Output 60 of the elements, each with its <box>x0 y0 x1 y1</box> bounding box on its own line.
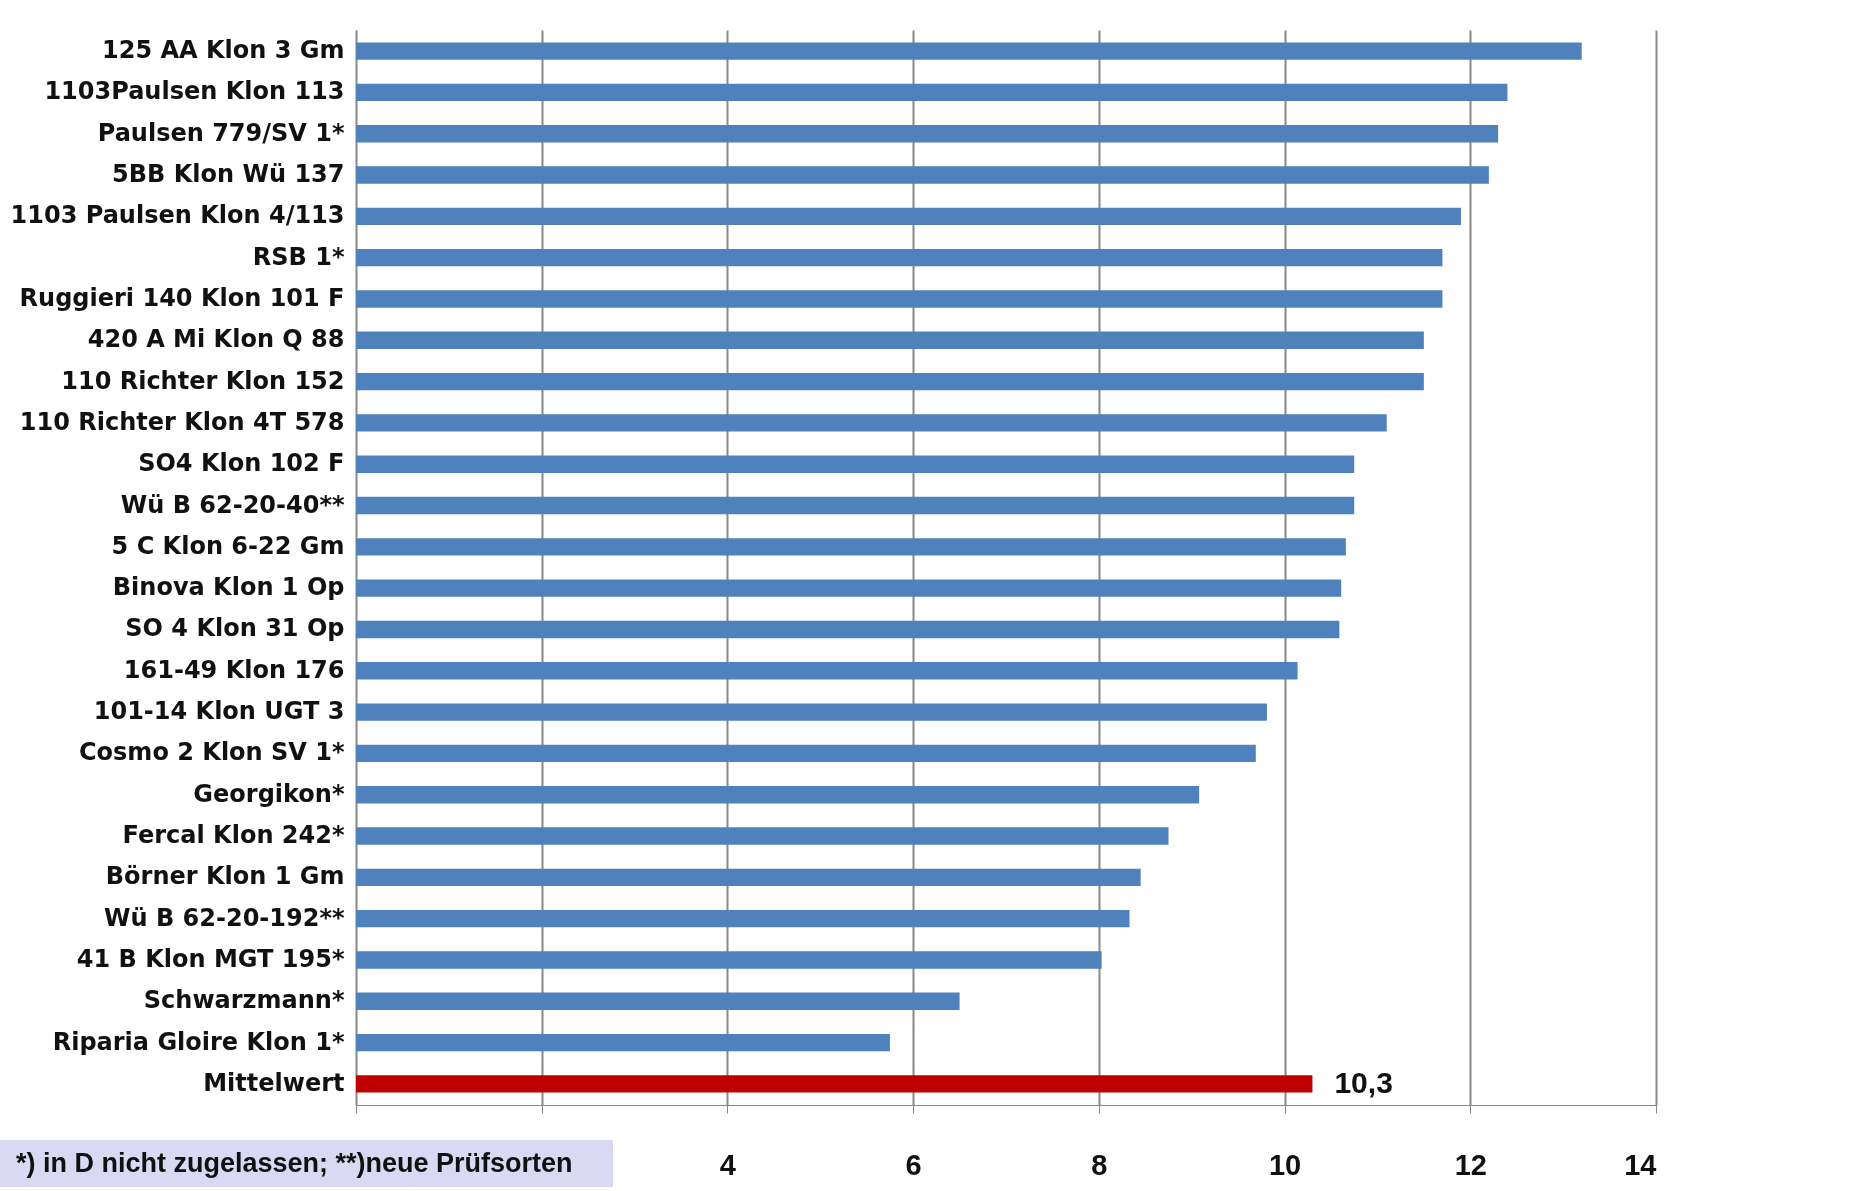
y-tick-label: 5 C Klon 6-22 Gm <box>111 531 345 560</box>
x-tick-label: 6 <box>905 1148 922 1181</box>
bar <box>356 538 1346 556</box>
bar <box>356 662 1298 680</box>
bar <box>356 1033 890 1052</box>
y-tick-label: Schwarzmann* <box>143 986 345 1015</box>
bar <box>356 703 1267 721</box>
y-tick-label: 125 AA Klon 3 Gm <box>102 36 345 65</box>
bar <box>356 868 1141 887</box>
y-tick-label: 5BB Klon Wü 137 <box>112 160 345 189</box>
x-tick-label: 10 <box>1268 1148 1302 1181</box>
bar <box>356 1075 1313 1093</box>
bar <box>356 992 960 1010</box>
y-tick-label: 420 A Mi Klon Q 88 <box>87 325 345 354</box>
y-tick-label: Binova Klon 1 Op <box>112 573 345 602</box>
y-tick-label: Ruggieri 140 Klon 101 F <box>19 283 345 312</box>
bar <box>356 166 1489 184</box>
x-tick-label: 8 <box>1091 1148 1108 1181</box>
y-tick-label: RSB 1* <box>252 242 345 271</box>
y-tick-label: Riparia Gloire Klon 1* <box>52 1027 345 1056</box>
bar <box>356 910 1130 928</box>
y-tick-label: Fercal Klon 242* <box>122 821 345 850</box>
y-tick-label: Wü B 62-20-192** <box>104 903 345 932</box>
bar <box>356 414 1387 432</box>
bar <box>356 786 1200 804</box>
y-tick-label: 1103Paulsen Klon 113 <box>44 77 345 106</box>
bar <box>356 620 1340 639</box>
bar <box>356 83 1508 102</box>
bar <box>356 42 1582 60</box>
bar <box>356 455 1355 473</box>
y-tick-label: Georgikon* <box>193 779 345 808</box>
y-tick-label: 41 B Klon MGT 195* <box>76 944 345 973</box>
bar <box>356 331 1424 349</box>
bar <box>356 248 1443 267</box>
bar <box>356 827 1169 845</box>
x-tick-label: 14 <box>1624 1148 1657 1181</box>
bar <box>356 207 1461 225</box>
y-tick-label: 161-49 Klon 176 <box>123 655 345 684</box>
bar <box>356 951 1102 969</box>
bar <box>356 496 1355 515</box>
y-tick-label: 110 Richter Klon 152 <box>61 366 345 395</box>
bar <box>356 290 1443 308</box>
text: *) in D nicht zugelassen; **)neue Prüfsorten <box>0 1140 613 1187</box>
y-tick-label: Cosmo 2 Klon SV 1* <box>78 738 345 767</box>
y-tick-label: Börner Klon 1 Gm <box>105 862 345 891</box>
y-tick-label: SO4 Klon 102 F <box>138 449 345 478</box>
x-tick-label: 4 <box>719 1148 736 1181</box>
bar <box>356 579 1342 597</box>
y-tick-label: 101-14 Klon UGT 3 <box>93 697 345 726</box>
bar <box>356 372 1424 391</box>
y-tick-label: SO 4 Klon 31 Op <box>125 614 345 643</box>
y-tick-label: 110 Richter Klon 4T 578 <box>19 407 345 436</box>
y-tick-label: 1103 Paulsen Klon 4/113 <box>10 201 345 230</box>
bar <box>356 744 1256 763</box>
bar <box>356 125 1499 143</box>
y-tick-label: Paulsen 779/SV 1* <box>97 118 345 147</box>
y-tick-label: Mittelwert <box>203 1068 345 1097</box>
x-tick-label: 12 <box>1454 1148 1487 1181</box>
y-tick-label: Wü B 62-20-40** <box>120 490 345 519</box>
data-label: 10,3 <box>1334 1065 1393 1099</box>
